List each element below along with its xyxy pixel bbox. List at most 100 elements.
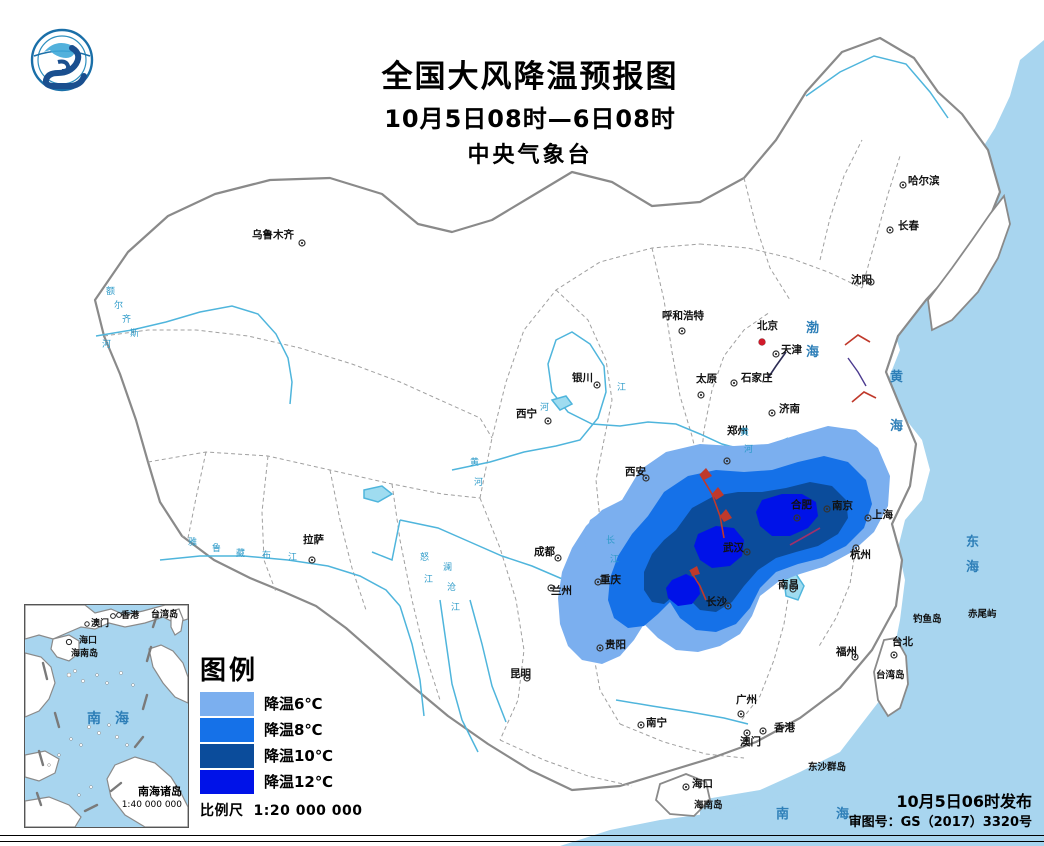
bottom-divider [0,835,1044,842]
city-label-哈尔滨: 哈尔滨 [908,174,940,187]
city-dot-贵阳 [596,644,604,652]
legend-swatch-10c [200,743,254,768]
legend-swatch-12c [200,769,254,794]
city-label-济南: 济南 [779,402,800,415]
city-label-西安: 西安 [625,465,646,478]
city-label-银川: 银川 [572,371,593,384]
scale-value: 1:20 000 000 [253,803,363,819]
river-labels: 额尔齐斯河雅鲁藏布江怒江澜沧江黄河河黄河长江江 [102,285,753,613]
city-label-天津: 天津 [781,343,802,356]
river-label-4: 河 [102,338,111,350]
city-dot-太原 [697,391,705,399]
city-dot-成都 [554,554,562,562]
city-label-成都: 成都 [534,545,555,558]
city-dot-昆明 [523,674,531,682]
river-label-16: 河 [474,476,483,488]
island-label-台湾岛: 台湾岛 [876,669,905,681]
cold-front-symbols [689,334,877,601]
river-label-5: 雅 [188,536,197,548]
river-label-7: 藏 [236,547,245,559]
legend-label-8c: 降温8℃ [264,721,323,739]
city-label-乌鲁木齐: 乌鲁木齐 [252,228,294,241]
city-label-南昌: 南昌 [778,578,799,591]
island-label-钓鱼岛: 钓鱼岛 [913,613,942,625]
south-china-sea-inset-map: 香港 澳门 台湾岛 海口 海南岛 南海 南海诸岛 1:40 000 000 [24,604,189,828]
city-dot-台北 [890,651,898,659]
cma-logo-icon [30,28,94,92]
island-label-东沙群岛: 东沙群岛 [808,761,846,773]
river-label-13: 沧 [447,581,456,593]
legend-swatch-8c [200,717,254,742]
river-label-9: 江 [288,552,297,563]
inset-caption-text: 南海诸岛 [138,784,182,798]
city-dot-长沙 [724,602,732,610]
legend-label-10c: 降温10℃ [264,747,334,765]
city-label-香港: 香港 [773,721,795,734]
capital-marker [758,338,766,346]
sea-labels: 渤海黄海东海南海 [776,320,982,822]
river-label-15: 黄 [470,456,479,468]
legend: 图例 降温6℃ 降温8℃ 降温10℃ 降温12℃ 比例尺 1:20 000 000 [200,650,410,820]
island-label-海南岛: 海南岛 [694,799,723,811]
city-dot-沈阳 [867,278,875,286]
city-dot-哈尔滨 [899,181,907,189]
city-dot-香港 [759,727,767,735]
city-label-贵阳: 贵阳 [605,638,626,651]
river-label-14: 江 [451,602,460,613]
city-label-长春: 长春 [898,219,919,232]
city-label-南宁: 南宁 [646,716,667,729]
city-label-北京: 北京 [757,319,778,332]
inset-label-香港: 香港 [120,609,140,621]
river-label-8: 布 [262,549,271,561]
city-dot-呼和浩特 [678,327,686,335]
city-label-昆明: 昆明 [510,668,531,680]
legend-title: 图例 [200,656,259,686]
inset-caption: 南海诸岛 1:40 000 000 [122,784,182,811]
city-label-沈阳: 沈阳 [851,273,872,286]
river-label-11: 江 [424,574,433,585]
city-label-武汉: 武汉 [723,541,744,554]
issuing-organization: 中央气象台 [467,143,593,168]
city-label-上海: 上海 [872,508,893,521]
river-label-6: 鲁 [212,542,221,554]
city-dot-兰州 [547,584,555,592]
legend-label-12c: 降温12℃ [264,773,334,791]
inset-label-海南岛: 海南岛 [71,647,98,659]
city-label-福州: 福州 [835,645,857,658]
river-label-12: 澜 [443,562,452,573]
river-label-1: 尔 [114,299,123,311]
legend-item-12c: 降温12℃ [200,769,410,794]
legend-label-6c: 降温6℃ [264,695,323,713]
river-label-3: 斯 [130,327,139,339]
city-label-澳门: 澳门 [740,735,761,748]
river-label-2: 齐 [122,313,131,325]
cooling-area-12c-central [694,526,744,568]
sea-label-4: 东 [966,534,982,550]
city-label-海口: 海口 [692,777,713,790]
inset-label-台湾岛: 台湾岛 [151,608,178,620]
city-dot-郑州 [723,457,731,465]
river-label-10: 怒 [420,551,429,563]
city-label-太原: 太原 [695,372,717,385]
inset-label-澳门: 澳门 [91,617,109,629]
sea-label-2: 黄 [890,369,906,385]
city-dot-西宁 [544,417,552,425]
city-dot-上海 [864,514,872,522]
city-label-拉萨: 拉萨 [303,533,324,546]
sea-label-7: 海 [836,806,852,822]
city-dot-乌鲁木齐 [298,239,306,247]
legend-item-6c: 降温6℃ [200,691,410,716]
city-dot-银川 [593,381,601,389]
cooling-area-12c-north [756,494,818,536]
river-label-20: 长 [606,534,615,546]
city-label-兰州: 兰州 [551,584,572,597]
map-license-number: 审图号：GS（2017）3320号 [848,814,1032,830]
city-dot-南宁 [637,721,645,729]
island-label-赤尾屿: 赤尾屿 [968,608,997,620]
footer: 10月5日06时发布 审图号：GS（2017）3320号 [849,791,1032,832]
city-dot-济南 [768,409,776,417]
city-dot-南昌 [789,585,797,593]
sea-label-3: 海 [890,418,906,434]
